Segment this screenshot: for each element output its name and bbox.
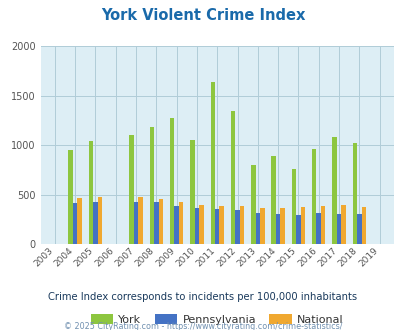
Bar <box>230 111 234 244</box>
Bar <box>178 202 183 244</box>
Bar <box>194 208 199 244</box>
Bar <box>316 213 320 244</box>
Bar <box>296 214 300 244</box>
Bar <box>250 164 255 244</box>
Bar <box>158 199 162 244</box>
Bar <box>138 197 142 244</box>
Legend: York, Pennsylvania, National: York, Pennsylvania, National <box>86 309 347 329</box>
Bar <box>129 135 134 244</box>
Bar <box>68 150 73 244</box>
Bar <box>210 82 215 244</box>
Bar <box>356 214 361 244</box>
Bar <box>93 202 98 244</box>
Bar <box>174 206 178 244</box>
Text: Crime Index corresponds to incidents per 100,000 inhabitants: Crime Index corresponds to incidents per… <box>48 292 357 302</box>
Bar <box>361 207 365 244</box>
Bar <box>88 141 93 244</box>
Bar <box>170 118 174 244</box>
Bar <box>291 169 295 244</box>
Bar <box>149 127 154 244</box>
Bar <box>239 206 244 244</box>
Bar <box>77 198 81 244</box>
Bar <box>219 206 224 244</box>
Bar <box>336 214 341 244</box>
Bar <box>154 202 158 244</box>
Bar <box>98 197 102 244</box>
Bar <box>73 203 77 244</box>
Bar <box>300 207 305 244</box>
Bar <box>340 205 345 244</box>
Bar <box>190 140 194 244</box>
Bar <box>199 205 203 244</box>
Bar <box>331 137 336 244</box>
Bar <box>271 156 275 244</box>
Bar <box>311 149 316 244</box>
Bar <box>320 206 325 244</box>
Bar <box>235 210 239 244</box>
Bar <box>259 208 264 244</box>
Bar <box>275 214 279 244</box>
Bar <box>352 143 356 244</box>
Text: © 2025 CityRating.com - https://www.cityrating.com/crime-statistics/: © 2025 CityRating.com - https://www.city… <box>64 322 341 330</box>
Bar <box>134 202 138 244</box>
Bar <box>255 213 260 244</box>
Bar <box>279 208 284 244</box>
Bar <box>215 209 219 244</box>
Text: York Violent Crime Index: York Violent Crime Index <box>100 8 305 23</box>
